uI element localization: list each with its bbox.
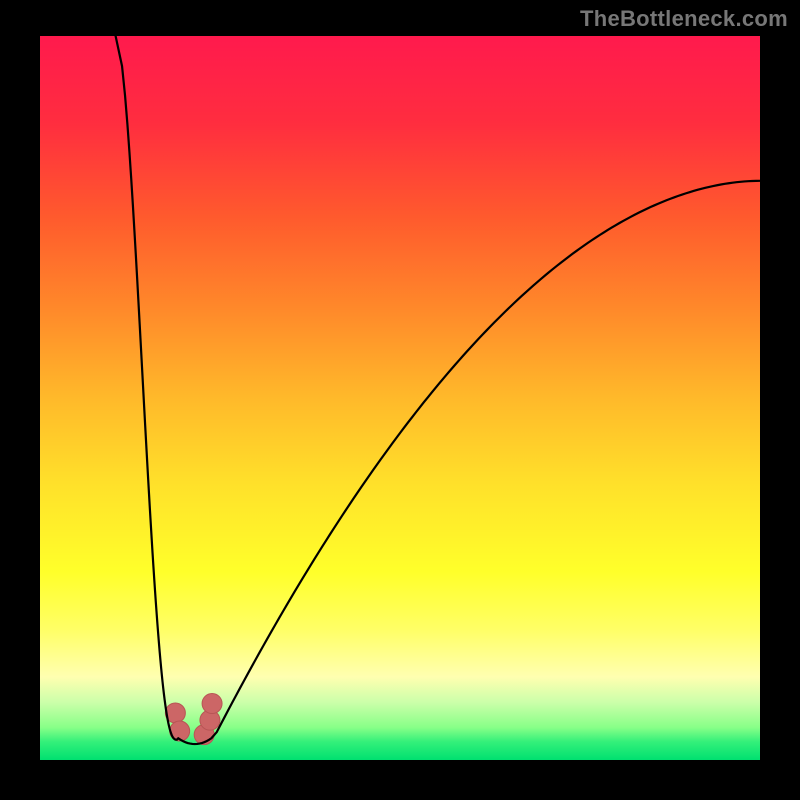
plot-area — [40, 36, 760, 760]
data-marker — [202, 694, 222, 714]
chart-svg — [0, 0, 800, 800]
bottleneck-chart: TheBottleneck.com — [0, 0, 800, 800]
watermark-text: TheBottleneck.com — [580, 6, 788, 32]
